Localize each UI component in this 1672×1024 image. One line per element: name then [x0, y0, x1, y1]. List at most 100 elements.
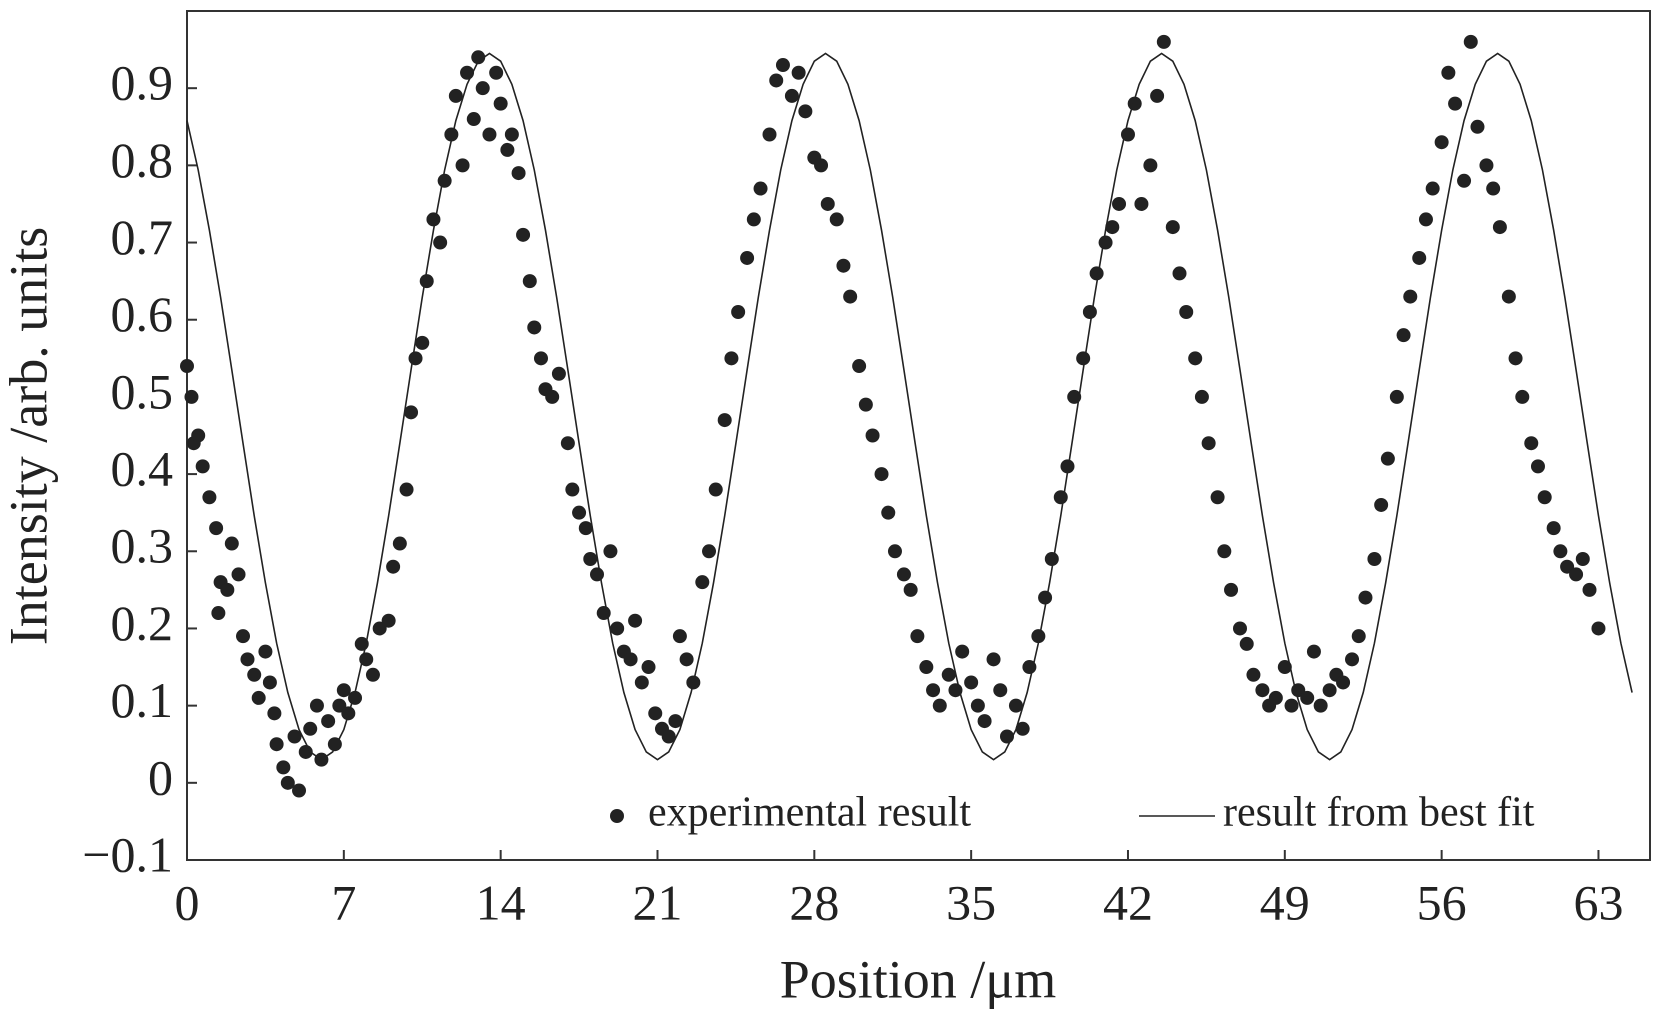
data-point	[236, 629, 251, 644]
x-tick-label: 21	[632, 874, 682, 930]
data-point	[399, 482, 414, 497]
data-point	[986, 652, 1001, 667]
data-point	[762, 127, 777, 142]
data-point	[583, 551, 598, 566]
x-tick-label: 14	[476, 874, 526, 930]
data-point	[661, 729, 676, 744]
data-point	[533, 351, 548, 366]
data-point	[993, 683, 1008, 698]
data-point	[1165, 220, 1180, 235]
data-point	[1524, 436, 1539, 451]
data-point	[1358, 590, 1373, 605]
data-point	[919, 660, 934, 675]
y-tick-label: 0.1	[111, 672, 174, 728]
data-point	[466, 112, 481, 127]
data-point	[516, 227, 531, 242]
data-point	[565, 482, 580, 497]
data-point	[572, 505, 587, 520]
data-point	[695, 575, 710, 590]
data-point	[1463, 34, 1478, 49]
data-point	[1582, 582, 1597, 597]
x-axis-label: Position /μm	[780, 949, 1057, 1009]
data-point	[814, 158, 829, 173]
data-point	[220, 582, 235, 597]
data-point	[1284, 698, 1299, 713]
data-point	[775, 58, 790, 73]
data-point	[381, 613, 396, 628]
data-point	[471, 50, 486, 65]
data-point	[231, 567, 246, 582]
data-point	[641, 660, 656, 675]
data-point	[955, 644, 970, 659]
data-point	[527, 320, 542, 335]
data-point	[392, 536, 407, 551]
data-point	[1425, 181, 1440, 196]
data-point	[321, 714, 336, 729]
data-point	[903, 582, 918, 597]
data-point	[482, 127, 497, 142]
data-point	[1380, 451, 1395, 466]
data-point	[336, 683, 351, 698]
data-point	[1217, 544, 1232, 559]
data-point	[1306, 644, 1321, 659]
data-point	[910, 629, 925, 644]
data-point	[679, 652, 694, 667]
data-point	[852, 359, 867, 374]
data-point	[874, 467, 889, 482]
data-point	[858, 397, 873, 412]
data-point	[1127, 96, 1142, 111]
data-point	[1486, 181, 1501, 196]
y-tick-label: 0.7	[111, 209, 174, 265]
data-point	[1194, 389, 1209, 404]
x-tick-label: 49	[1260, 874, 1310, 930]
data-point	[267, 706, 282, 721]
data-point	[1470, 119, 1485, 134]
data-point	[511, 166, 526, 181]
data-point	[603, 544, 618, 559]
data-point	[1044, 551, 1059, 566]
data-point	[1508, 351, 1523, 366]
data-point	[746, 212, 761, 227]
data-point	[1031, 629, 1046, 644]
data-point	[977, 714, 992, 729]
data-point	[1374, 497, 1389, 512]
x-tick-label: 0	[175, 874, 200, 930]
data-point	[672, 629, 687, 644]
data-point	[224, 536, 239, 551]
data-point	[1537, 490, 1552, 505]
data-point	[1434, 135, 1449, 150]
y-tick-label: 0.3	[111, 518, 174, 574]
legend-label: experimental result	[648, 790, 971, 836]
data-point	[648, 706, 663, 721]
data-point	[1277, 660, 1292, 675]
data-point	[731, 305, 746, 320]
data-point	[1457, 173, 1472, 188]
data-point	[262, 675, 277, 690]
data-point	[1501, 289, 1516, 304]
y-tick-label: −0.1	[82, 826, 173, 882]
data-point	[1515, 389, 1530, 404]
data-point	[1530, 459, 1545, 474]
data-point	[634, 675, 649, 690]
data-point	[1076, 351, 1091, 366]
data-point	[1134, 196, 1149, 211]
data-point	[941, 667, 956, 682]
data-point	[1575, 551, 1590, 566]
y-tick-label: 0.2	[111, 595, 174, 651]
data-point	[784, 88, 799, 103]
y-tick-label: 0	[148, 749, 173, 805]
data-point	[1553, 544, 1568, 559]
x-tick-label: 63	[1573, 874, 1623, 930]
data-point	[1150, 88, 1165, 103]
data-point	[504, 127, 519, 142]
data-point	[404, 405, 419, 420]
data-point	[433, 235, 448, 250]
data-point	[1246, 667, 1261, 682]
data-point	[1105, 220, 1120, 235]
data-point	[1112, 196, 1127, 211]
data-point	[365, 667, 380, 682]
data-point	[1179, 305, 1194, 320]
data-point	[829, 212, 844, 227]
